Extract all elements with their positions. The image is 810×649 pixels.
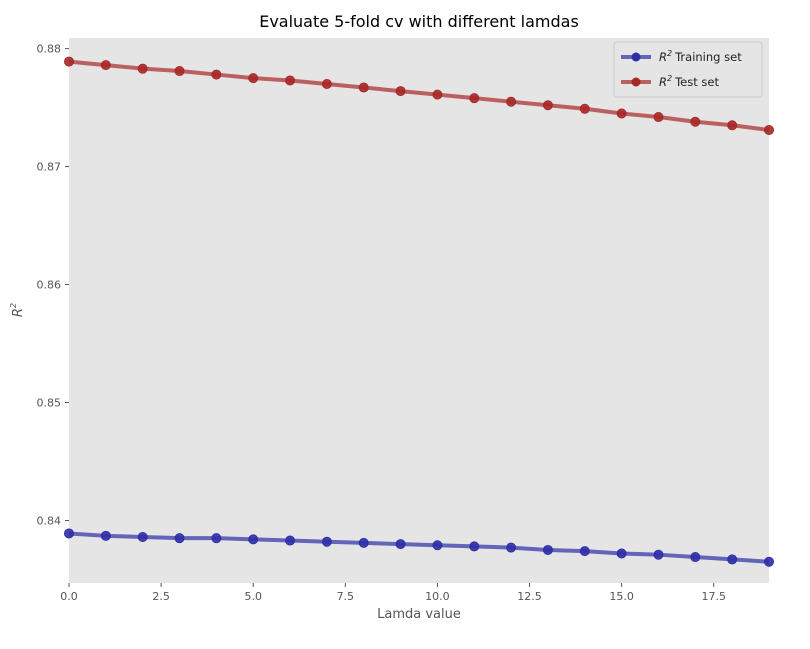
data-point [579, 546, 590, 557]
legend-label-base: R [659, 50, 667, 64]
y-tick-label: 0.87 [37, 161, 62, 174]
legend-swatch-marker [631, 52, 641, 62]
data-point [395, 539, 406, 550]
data-point [727, 554, 738, 565]
series-layer [64, 56, 774, 567]
legend-label-base: R [659, 75, 667, 89]
data-point [653, 549, 664, 560]
y-axis-label: R2 [9, 303, 26, 317]
y-tick-label: 0.88 [37, 43, 62, 56]
y-axis-label-sup: 2 [9, 303, 18, 308]
data-point [690, 552, 701, 563]
data-point [395, 86, 406, 97]
legend-label: R2 Test set [659, 74, 719, 89]
data-point [616, 108, 627, 119]
x-axis-ticks: 0.0 2.5 5.0 7.5 10.0 12.5 15.0 17.5 [60, 583, 726, 603]
data-point [506, 96, 517, 107]
series-line [68, 59, 770, 132]
x-tick-label: 10.0 [425, 590, 450, 603]
data-point [248, 73, 259, 84]
x-tick-label: 2.5 [152, 590, 170, 603]
x-tick-label: 0.0 [60, 590, 78, 603]
x-axis-label: Lamda value [377, 607, 461, 622]
legend-label: R2 Training set [659, 49, 742, 64]
data-point [174, 533, 185, 544]
data-point [432, 540, 443, 551]
plot-background [69, 38, 769, 583]
legend-label-sup: 2 [667, 49, 672, 58]
y-tick-label: 0.86 [37, 279, 62, 292]
data-point [321, 79, 332, 90]
x-tick-label: 17.5 [701, 590, 726, 603]
data-point [616, 548, 627, 559]
data-point [727, 120, 738, 131]
data-point [100, 60, 111, 71]
data-point [248, 534, 259, 545]
data-point [137, 63, 148, 74]
data-point [432, 89, 443, 100]
series-1 [64, 56, 774, 136]
chart-title: Evaluate 5-fold cv with different lamdas [259, 12, 579, 31]
x-tick-label: 7.5 [337, 590, 355, 603]
x-tick-label: 12.5 [517, 590, 542, 603]
data-point [285, 75, 296, 86]
data-point [321, 536, 332, 547]
series-line [68, 531, 770, 564]
data-point [542, 544, 553, 555]
data-point [764, 556, 774, 567]
data-point [174, 66, 185, 77]
y-tick-label: 0.85 [37, 397, 62, 410]
data-point [506, 542, 517, 553]
data-point [653, 112, 664, 123]
data-point [690, 116, 701, 127]
data-point [542, 100, 553, 111]
data-point [64, 56, 74, 67]
data-point [358, 82, 369, 93]
data-point [285, 535, 296, 546]
data-point [579, 103, 590, 114]
x-tick-label: 5.0 [244, 590, 262, 603]
legend-item-0: R2 Training set [621, 49, 742, 64]
data-point [358, 537, 369, 548]
legend-item-1: R2 Test set [621, 74, 719, 89]
legend-label-sup: 2 [667, 74, 672, 83]
data-point [469, 541, 480, 552]
data-point [137, 531, 148, 542]
y-tick-label: 0.84 [37, 514, 62, 527]
x-tick-label: 15.0 [609, 590, 634, 603]
data-point [764, 125, 774, 136]
data-point [211, 69, 222, 80]
data-point [211, 533, 222, 544]
series-0 [64, 528, 774, 567]
y-axis-ticks: 0.84 0.85 0.86 0.87 0.88 [37, 43, 69, 527]
legend-label-rest: Test set [674, 75, 719, 89]
data-point [469, 93, 480, 104]
data-point [100, 530, 111, 541]
legend-swatch-marker [631, 77, 641, 87]
svg-text:R2: R2 [9, 303, 26, 317]
data-point [64, 528, 74, 539]
legend-label-rest: Training set [674, 50, 742, 64]
y-axis-label-base: R [11, 308, 26, 317]
